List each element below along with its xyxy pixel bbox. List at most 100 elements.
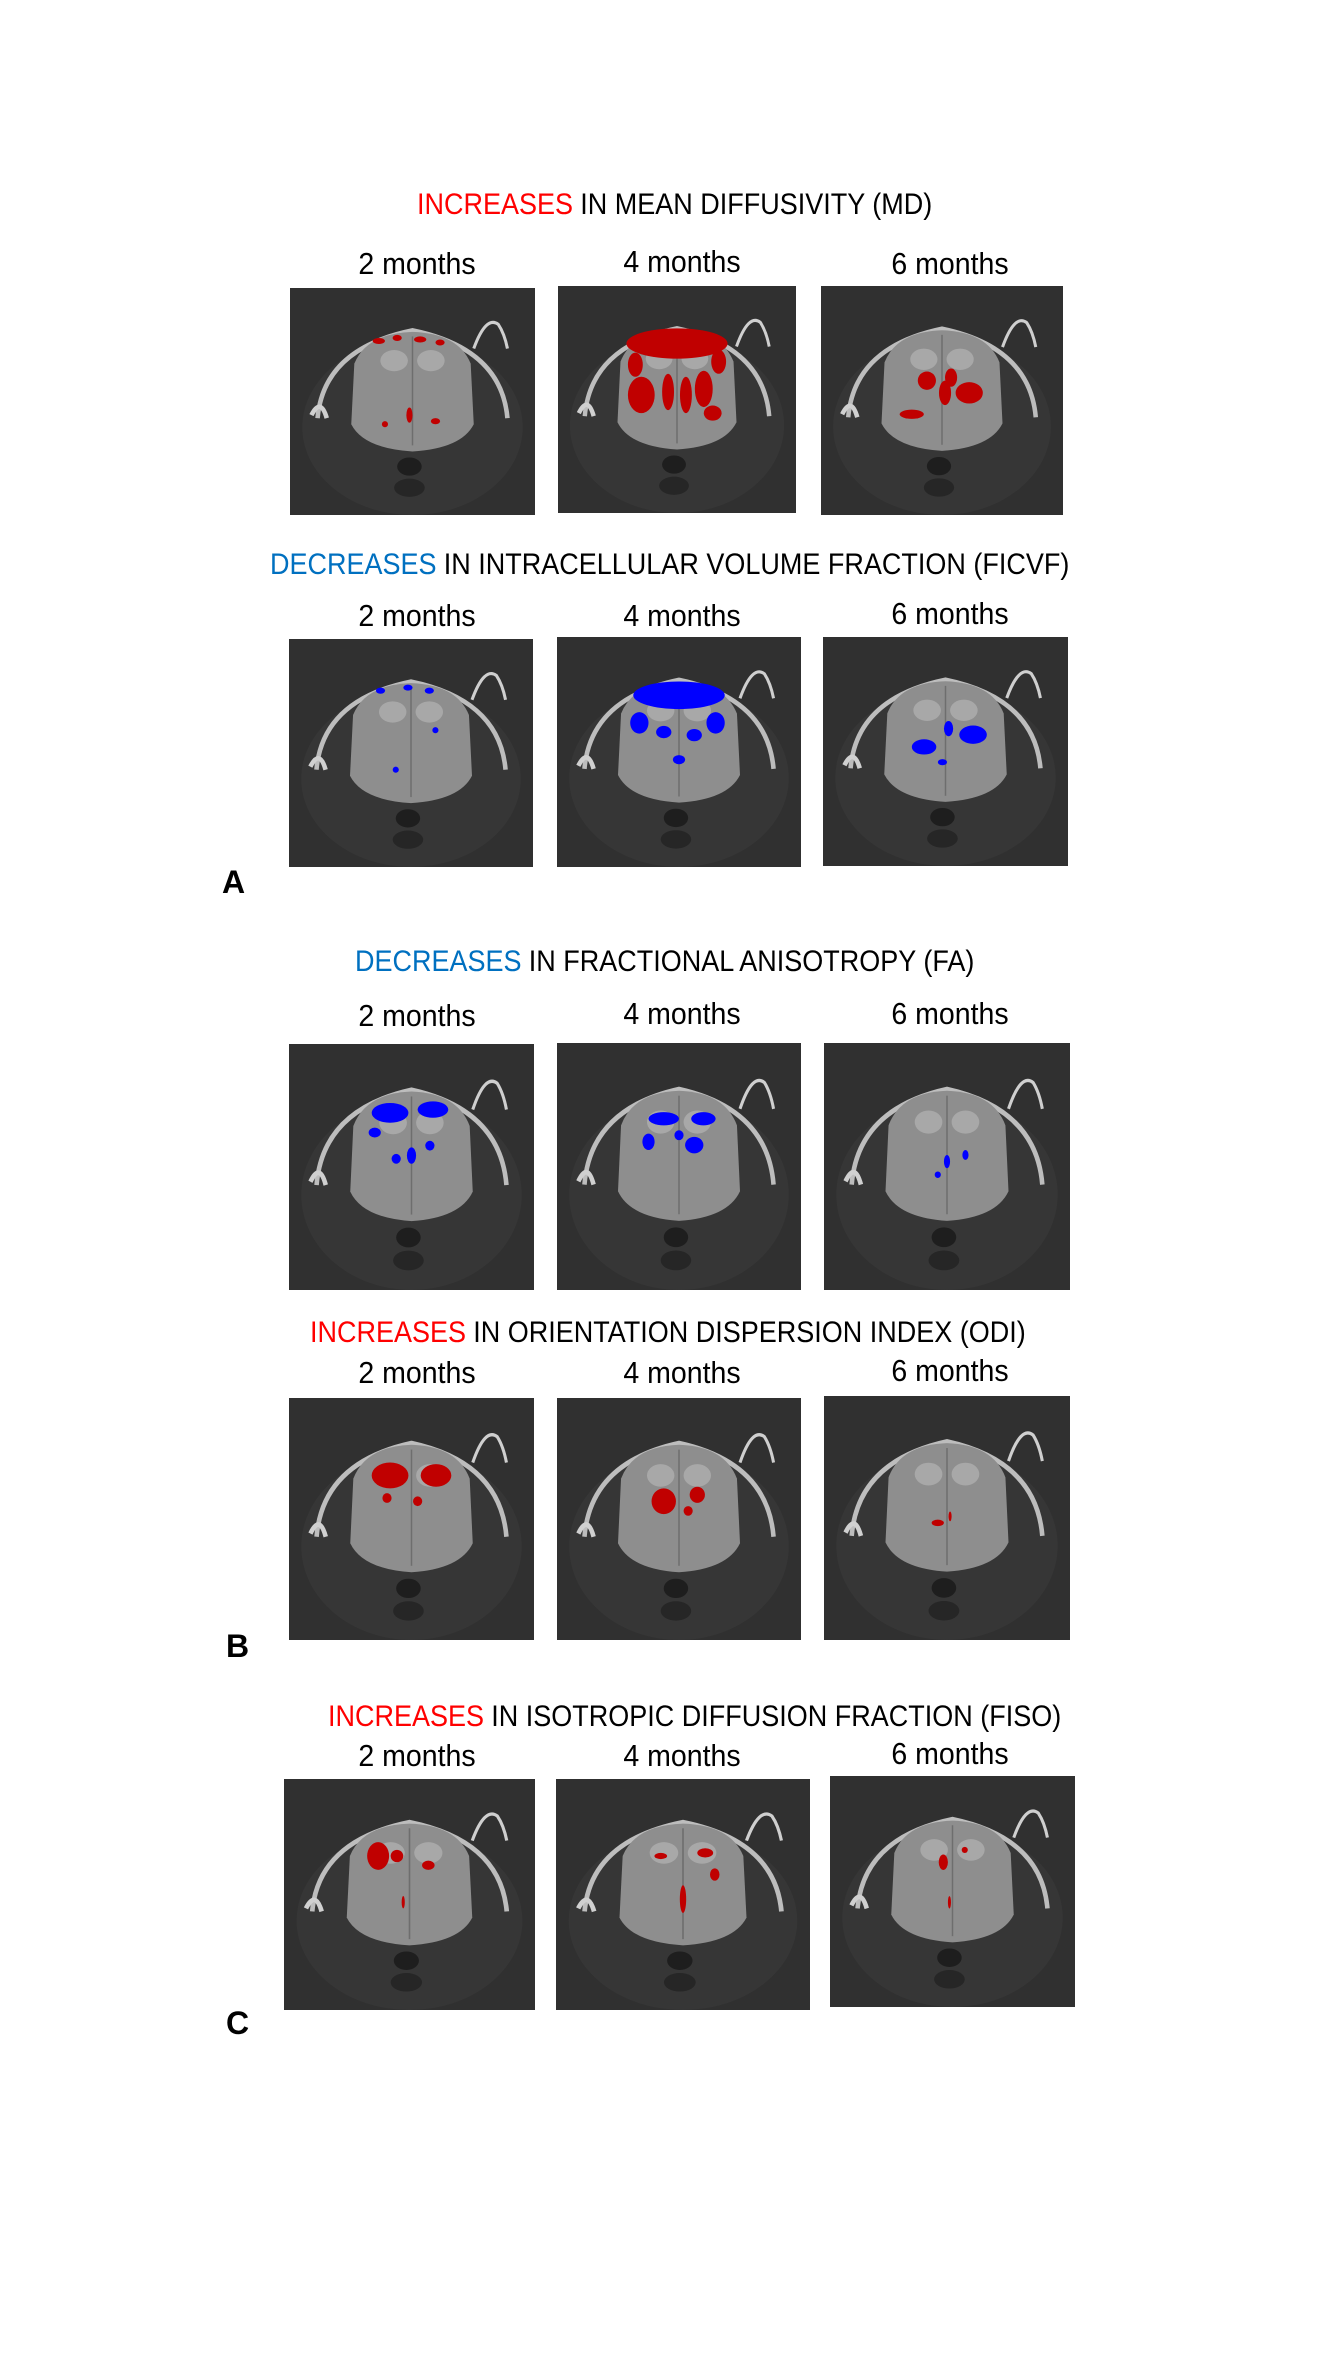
ear-structure — [1007, 1431, 1044, 1462]
mri-panel-odi-4m — [557, 1398, 801, 1640]
overlay-cluster — [943, 1154, 951, 1169]
mri-slice-image — [289, 1044, 534, 1290]
overlay-cluster — [424, 687, 434, 694]
ear-structure — [745, 1812, 783, 1842]
overlay-cluster — [627, 352, 643, 377]
timepoint-label: 4 months — [623, 996, 741, 1031]
mri-slice-image — [824, 1396, 1070, 1640]
skull-outline — [582, 677, 776, 770]
overlay-cluster — [368, 1127, 381, 1138]
overlay-cluster — [651, 1488, 676, 1515]
panel-label-c: C — [226, 2005, 250, 2041]
skull-outline — [845, 326, 1039, 418]
overlay-cluster — [691, 1112, 716, 1126]
mri-slice-image — [290, 288, 535, 515]
overlay-cluster — [435, 339, 445, 346]
overlay-cluster — [382, 1493, 392, 1503]
overlay-cluster — [432, 727, 439, 734]
mri-slice-image — [823, 637, 1068, 866]
overlay-cluster — [689, 1486, 705, 1503]
overlay-cluster — [417, 1101, 449, 1118]
overlay-cluster — [630, 712, 649, 734]
ear-structure — [738, 670, 776, 699]
overlay-cluster — [959, 725, 987, 744]
timepoint-label: 6 months — [891, 246, 1009, 281]
overlay-cluster — [662, 373, 675, 411]
ear-structure — [471, 1433, 508, 1464]
timepoint-label: 6 months — [891, 996, 1009, 1031]
title-text: IN INTRACELLULAR VOLUME FRACTION (FICVF) — [443, 548, 1070, 581]
timepoint-label: 2 months — [358, 246, 476, 281]
mri-slice-image — [557, 637, 801, 867]
ear-structure — [471, 1079, 508, 1111]
ear-structure — [738, 1078, 776, 1110]
section-title-fa: DECREASES IN FRACTIONAL ANISOTROPY (FA) — [355, 945, 974, 979]
overlay-cluster — [422, 1860, 435, 1870]
skull-outline — [582, 1086, 776, 1185]
overlay-cluster — [390, 1849, 404, 1863]
overlay-cluster — [917, 371, 936, 390]
mri-slice-image — [556, 1779, 810, 2010]
section-title-odi: INCREASES IN ORIENTATION DISPERSION INDEX… — [310, 1316, 1026, 1350]
timepoint-label: 4 months — [623, 244, 741, 279]
timepoint-label: 6 months — [891, 1353, 1009, 1388]
mri-slice-image — [289, 639, 533, 867]
mri-panel-md-2m — [290, 288, 535, 515]
overlay-cluster — [401, 1896, 405, 1909]
ear-structure — [470, 672, 508, 701]
overlay-cluster — [375, 687, 386, 694]
overlay-cluster — [955, 382, 983, 404]
skull-outline — [314, 1440, 509, 1537]
title-text: IN FRACTIONAL ANISOTROPY (FA) — [528, 945, 975, 978]
timepoint-label: 6 months — [891, 1736, 1009, 1771]
timepoint-label: 4 months — [623, 1355, 741, 1390]
overlay-cluster — [674, 1130, 684, 1141]
overlay-cluster — [656, 725, 672, 739]
ear-structure — [1001, 319, 1038, 348]
title-text: IN ISOTROPIC DIFFUSION FRACTION (FISO) — [491, 1700, 1062, 1733]
skull-outline — [849, 1439, 1045, 1537]
overlay-cluster — [938, 380, 952, 406]
section-title-md: INCREASES IN MEAN DIFFUSIVITY (MD) — [417, 188, 932, 222]
overlay-cluster — [391, 1153, 401, 1164]
panel-label-a: A — [222, 864, 246, 900]
overlay-cluster — [371, 1462, 409, 1489]
timepoint-label: 2 months — [358, 598, 476, 633]
timepoint-label: 4 months — [623, 1738, 741, 1773]
overlay-cluster — [937, 759, 948, 766]
overlay-cluster — [406, 407, 413, 423]
overlay-cluster — [709, 1868, 720, 1881]
overlay-cluster — [938, 1854, 948, 1870]
overlay-cluster — [931, 1519, 944, 1527]
mri-panel-ficvf-6m — [823, 637, 1068, 866]
title-highlight: DECREASES — [355, 945, 522, 978]
skull-outline — [314, 679, 508, 770]
mri-panel-fiso-6m — [830, 1776, 1075, 2007]
skull-outline — [315, 328, 510, 419]
mri-slice-image — [557, 1398, 801, 1640]
timepoint-label: 6 months — [891, 596, 1009, 631]
overlay-cluster — [633, 681, 725, 710]
mri-slice-image — [289, 1398, 534, 1640]
ear-structure — [1005, 670, 1042, 699]
overlay-cluster — [413, 1496, 423, 1507]
overlay-cluster — [425, 1140, 435, 1151]
overlay-cluster — [626, 328, 728, 359]
overlay-cluster — [679, 1885, 687, 1913]
overlay-cluster — [962, 1150, 969, 1160]
overlay-cluster — [372, 337, 385, 344]
mri-panel-fa-2m — [289, 1044, 534, 1290]
overlay-cluster — [706, 712, 725, 734]
overlay-cluster — [943, 720, 954, 737]
title-text: IN ORIENTATION DISPERSION INDEX (ODI) — [473, 1316, 1026, 1349]
overlay-cluster — [420, 1464, 452, 1487]
title-highlight: INCREASES — [310, 1316, 467, 1349]
timepoint-label: 2 months — [358, 1738, 476, 1773]
mri-slice-image — [557, 1043, 801, 1290]
title-highlight: INCREASES — [417, 188, 574, 221]
title-text: IN MEAN DIFFUSIVITY (MD) — [580, 188, 933, 221]
skull-outline — [855, 1816, 1050, 1909]
overlay-cluster — [961, 1846, 968, 1853]
overlay-cluster — [648, 1112, 679, 1126]
skull-outline — [309, 1819, 510, 1912]
